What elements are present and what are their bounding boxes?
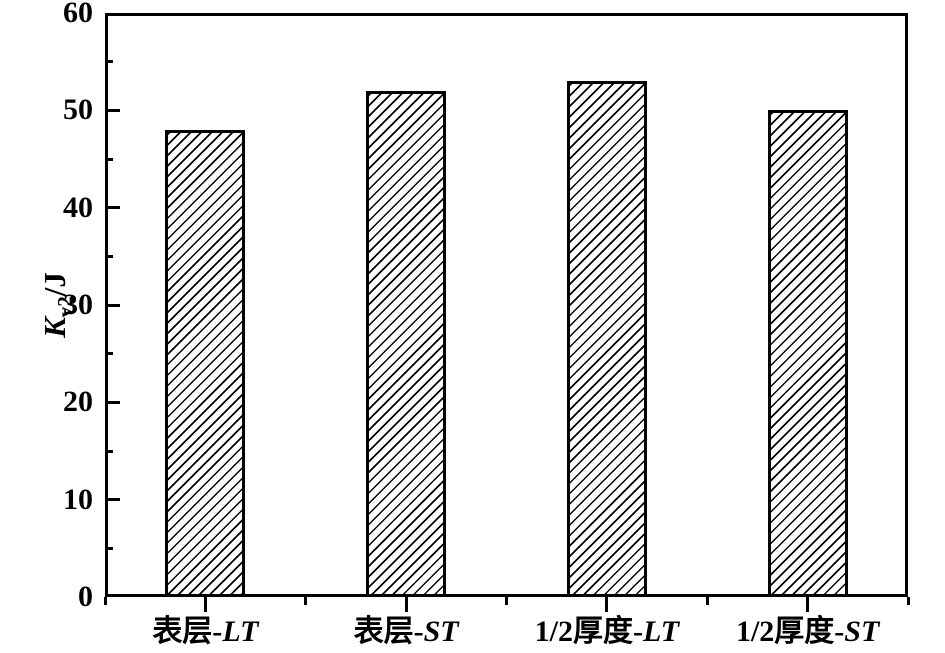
x-minor-tick <box>705 597 709 605</box>
y-major-tick <box>105 108 120 112</box>
y-minor-tick <box>105 449 113 453</box>
x-category-label-latin: ST <box>423 615 459 648</box>
x-category-label-2: 表层-ST <box>256 613 556 651</box>
x-category-label-cjk: 表层- <box>353 615 424 648</box>
x-major-tick <box>605 597 609 612</box>
bar-2 <box>366 90 447 597</box>
y-minor-tick <box>105 157 113 161</box>
y-minor-tick <box>105 352 113 356</box>
x-category-label-3: 1/2厚度-LT <box>457 613 757 651</box>
y-minor-tick <box>105 60 113 64</box>
y-tick-label-50: 50 <box>63 93 93 127</box>
bar-4 <box>767 110 848 597</box>
x-category-label-latin: LT <box>222 615 259 648</box>
y-major-tick <box>105 303 120 307</box>
x-category-label-latin: ST <box>844 615 880 648</box>
x-category-label-4: 1/2厚度-ST <box>658 613 945 651</box>
y-major-tick <box>105 498 120 502</box>
x-major-tick <box>404 597 408 612</box>
y-tick-label-40: 40 <box>63 190 93 224</box>
bar-3 <box>566 81 647 597</box>
y-tick-label-10: 10 <box>63 482 93 516</box>
y-minor-tick <box>105 254 113 258</box>
x-category-label-latin: LT <box>642 615 680 648</box>
x-category-label-cjk: 1/2厚度- <box>534 615 643 648</box>
y-major-tick <box>105 400 120 404</box>
y-minor-tick <box>105 546 113 550</box>
x-major-tick <box>806 597 810 612</box>
y-tick-label-60: 60 <box>63 0 93 29</box>
y-major-tick <box>105 206 120 210</box>
x-category-label-1: 表层-LT <box>55 613 355 651</box>
x-category-label-cjk: 1/2厚度- <box>735 615 845 648</box>
x-major-tick <box>203 597 207 612</box>
bar-1 <box>165 129 246 597</box>
x-minor-tick <box>304 597 308 605</box>
y-tick-label-30: 30 <box>63 288 93 321</box>
y-tick-label-0: 0 <box>78 580 93 613</box>
x-minor-tick <box>505 597 508 605</box>
x-minor-tick <box>103 597 107 605</box>
y-tick-label-20: 20 <box>63 385 93 419</box>
x-category-label-cjk: 表层- <box>152 615 223 648</box>
x-minor-tick <box>906 597 910 605</box>
